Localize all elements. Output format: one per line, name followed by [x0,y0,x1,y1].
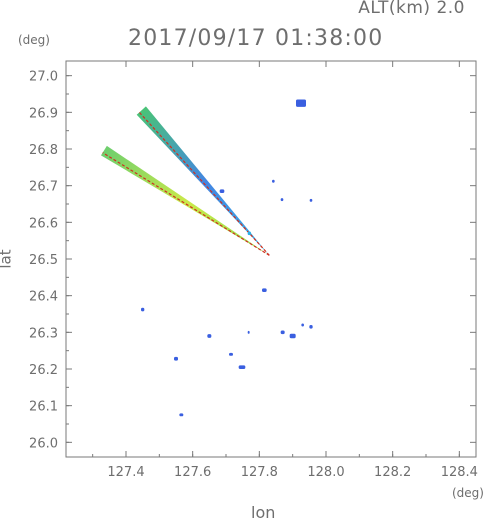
x-tick-label: 127.4 [107,465,144,480]
echo-point [238,365,246,369]
x-axis-label: lon [251,503,276,522]
echo-point [301,323,304,327]
y-tick-label: 26.1 [29,400,58,415]
y-tick-label: 26.4 [29,290,58,305]
x-axis-unit: (deg) [452,486,484,500]
echo-streak-upper [136,106,270,256]
echo-point [174,356,178,361]
y-tick-label: 26.5 [29,253,58,268]
y-tick-label: 26.0 [29,436,58,451]
x-tick-label: 127.8 [241,465,278,480]
echo-point [262,288,267,292]
echo-point [289,333,296,339]
echo-point [179,413,184,417]
x-tick-label: 128.0 [307,465,344,480]
echo-point [219,189,225,193]
y-tick-label: 26.7 [29,180,58,195]
y-tick-label: 27.0 [29,70,58,85]
x-tick-label: 127.6 [174,465,211,480]
x-tick-label: 128.4 [441,465,478,480]
y-tick-label: 26.9 [29,106,58,121]
echo-streak-lower [100,145,270,256]
echo-point [229,352,233,356]
echo-point [272,179,275,183]
echo-point [141,307,145,312]
y-tick-label: 26.2 [29,363,58,378]
echo-point [309,325,313,329]
echo-point [280,330,285,335]
y-axis-unit: (deg) [18,33,50,47]
y-tick-label: 26.3 [29,326,58,341]
echo-point [309,198,313,202]
echo-point [207,334,212,338]
plot-frame [65,60,477,458]
altitude-label: ALT(km) 2.0 [358,0,465,18]
echo-point [280,198,284,202]
echo-core-line-upper [138,111,270,256]
timestamp-title: 2017/09/17 01:38:00 [128,26,384,51]
y-tick-label: 26.6 [29,216,58,231]
echo-point [247,231,251,236]
echo-point [247,330,250,334]
x-tick-label: 128.2 [374,465,411,480]
echo-core-line-lower [102,152,270,256]
y-tick-label: 26.8 [29,143,58,158]
echo-point [296,99,306,107]
